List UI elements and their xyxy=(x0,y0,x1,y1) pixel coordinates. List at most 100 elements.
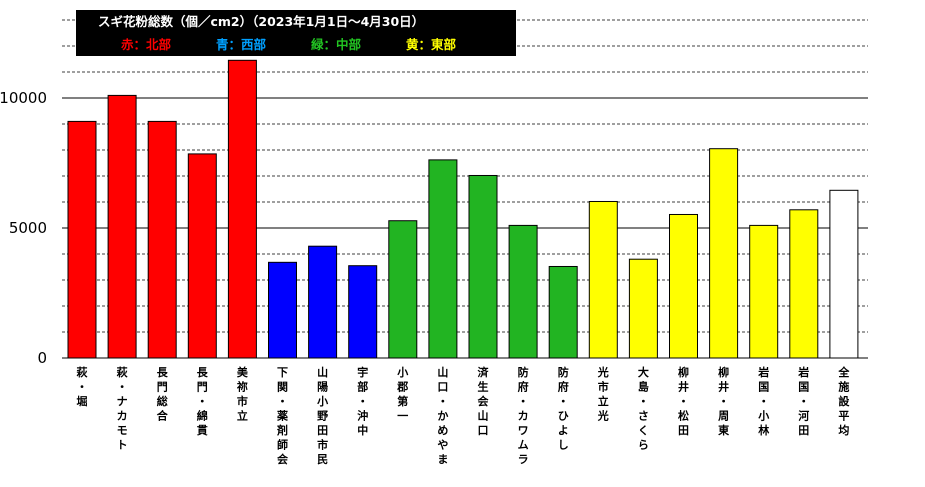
x-tick-char: 河 xyxy=(798,409,809,423)
bar xyxy=(107,94,137,359)
x-tick-char: 綿 xyxy=(197,409,208,423)
x-tick-char: 松 xyxy=(678,409,689,423)
x-tick-char: 長 xyxy=(157,366,169,379)
x-tick-char: 田 xyxy=(798,424,809,437)
x-tick-char: ひ xyxy=(558,410,569,423)
x-tick-char: 小 xyxy=(396,365,408,379)
bar xyxy=(628,258,658,359)
x-tick-char: ・ xyxy=(357,395,368,408)
x-tick-char: 市 xyxy=(598,380,609,394)
x-tick-char: 下 xyxy=(277,366,288,379)
x-tick-char: め xyxy=(437,424,448,437)
x-tick-char: 口 xyxy=(437,381,448,394)
bar xyxy=(67,120,97,359)
x-tick-label: 長門・綿貫 xyxy=(197,366,209,437)
x-tick-char: 小 xyxy=(316,394,328,408)
x-tick-char: 周 xyxy=(718,410,729,423)
x-tick-char: 萩 xyxy=(116,365,128,379)
x-tick-char: ・ xyxy=(798,395,809,408)
x-tick-char: 第 xyxy=(397,394,408,408)
bar xyxy=(308,245,338,359)
x-tick-char: 全 xyxy=(837,365,850,379)
x-tick-char: よ xyxy=(558,424,569,437)
x-tick-char: モ xyxy=(117,424,128,437)
x-tick-char: 設 xyxy=(838,394,850,408)
x-tick-char: 防 xyxy=(558,365,569,379)
x-tick-char: 山 xyxy=(317,365,328,379)
x-tick-label: 大島・さくら xyxy=(638,365,649,452)
x-tick-char: ・ xyxy=(558,395,569,408)
x-tick-char: 防 xyxy=(518,365,529,379)
x-tick-char: 林 xyxy=(758,423,769,437)
x-tick-char: 中 xyxy=(357,423,368,437)
x-tick-char: 光 xyxy=(597,409,609,423)
y-tick-labels: 0 5000 10000 xyxy=(0,89,47,367)
x-tick-char: 祢 xyxy=(237,380,248,394)
x-tick-char: 民 xyxy=(317,453,328,466)
x-tick-char: 宇 xyxy=(357,365,368,379)
x-tick-char: ・ xyxy=(678,395,689,408)
x-tick-char: 萩 xyxy=(76,365,88,379)
x-tick-char: 総 xyxy=(157,394,168,408)
y-tick-label: 10000 xyxy=(0,89,47,107)
x-tick-char: 野 xyxy=(317,410,328,423)
x-tick-char: 剤 xyxy=(276,423,288,437)
x-tick-char: 府 xyxy=(558,380,569,394)
x-tick-char: 門 xyxy=(197,381,208,394)
x-tick-labels: 萩・堀萩・ナカモト長門総合長門・綿貫美祢市立下関・薬剤師会山陽小野田市民宇部・沖… xyxy=(76,365,851,466)
x-tick-char: さ xyxy=(638,410,649,423)
x-tick-char: 柳 xyxy=(678,365,689,379)
x-tick-char: ワ xyxy=(518,424,529,437)
x-tick-char: 部 xyxy=(357,380,368,394)
legend-item-east: 黄：東部 xyxy=(406,37,457,52)
x-tick-char: ・ xyxy=(117,381,128,394)
x-tick-char: 郡 xyxy=(396,381,408,394)
x-tick-char: 山 xyxy=(437,365,448,379)
bar xyxy=(669,213,698,359)
legend-box xyxy=(76,10,516,56)
x-tick-char: 合 xyxy=(157,409,169,423)
x-tick-char: 薬 xyxy=(277,409,289,423)
bar xyxy=(147,120,177,359)
x-tick-char: 市 xyxy=(237,394,248,408)
bars xyxy=(67,59,859,359)
bar xyxy=(548,265,578,359)
x-tick-char: ・ xyxy=(518,395,529,408)
x-tick-char: 国 xyxy=(758,381,769,394)
x-tick-char: 東 xyxy=(718,423,730,437)
x-tick-char: ナ xyxy=(117,395,128,408)
legend-item-west: 青：西部 xyxy=(216,37,267,52)
bar xyxy=(508,224,538,359)
x-tick-label: 岩国・小林 xyxy=(757,365,769,437)
bar xyxy=(187,153,217,359)
x-tick-char: ラ xyxy=(518,453,529,466)
y-tick-label: 0 xyxy=(37,349,47,367)
x-tick-char: し xyxy=(558,439,569,452)
x-tick-char: 長 xyxy=(197,366,209,379)
x-tick-char: ま xyxy=(437,453,448,466)
x-tick-label: 萩・堀 xyxy=(76,365,88,408)
x-tick-char: ト xyxy=(117,439,128,452)
x-tick-char: 田 xyxy=(317,424,328,437)
x-tick-char: カ xyxy=(518,410,529,423)
y-tick-label: 5000 xyxy=(9,219,47,237)
chart-title: スギ花粉総数（個／cm2）（2023年1月1日～4月30日） xyxy=(98,14,424,29)
x-tick-char: 市 xyxy=(317,438,328,452)
x-tick-char: 大 xyxy=(638,365,649,379)
x-tick-char: ・ xyxy=(638,395,649,408)
bar xyxy=(268,261,297,359)
x-tick-char: 岩 xyxy=(757,365,769,379)
x-tick-char: 山 xyxy=(478,409,489,423)
x-tick-char: 口 xyxy=(478,424,489,437)
legend-item-central: 緑：中部 xyxy=(311,37,362,52)
x-tick-char: ・ xyxy=(758,395,769,408)
bar xyxy=(789,209,819,359)
x-tick-char: 島 xyxy=(638,380,649,394)
x-tick-char: ム xyxy=(518,439,529,452)
bar xyxy=(588,200,618,359)
bar xyxy=(709,148,739,359)
